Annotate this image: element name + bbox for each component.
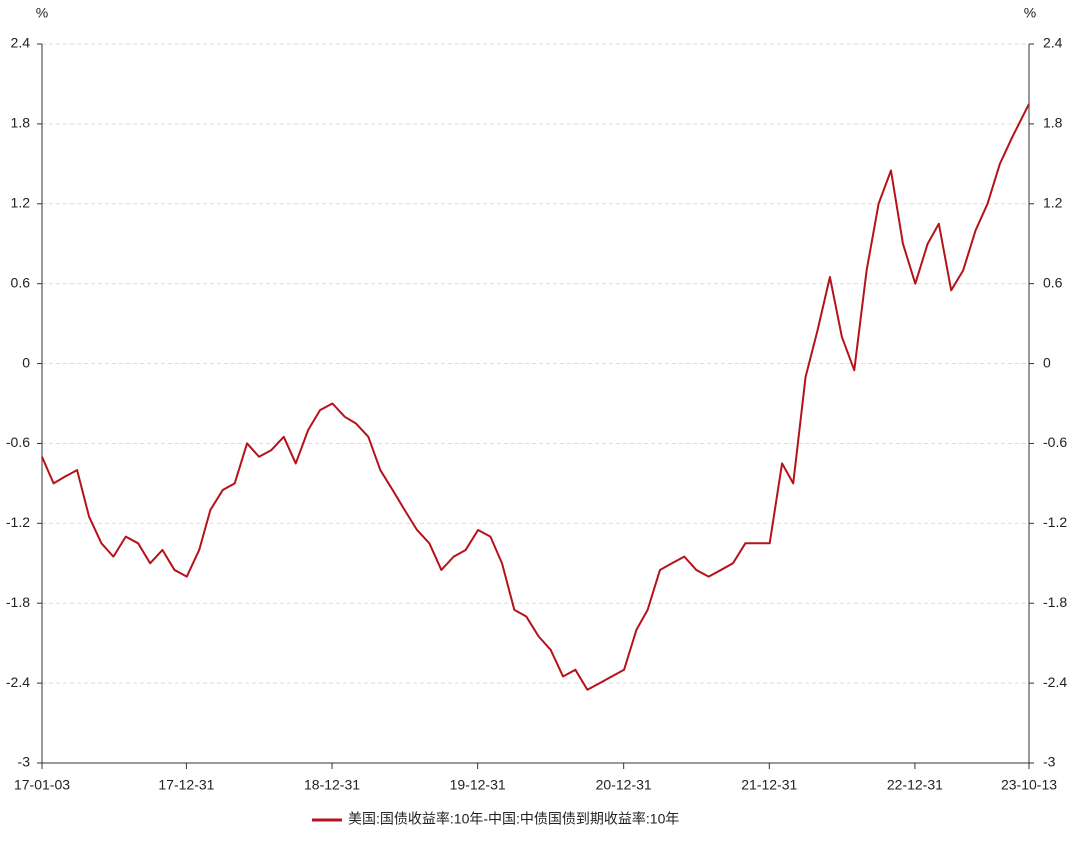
y-tick-label: -0.6 [6,434,30,450]
y2-tick-label: 1.2 [1043,194,1063,210]
x-tick-label: 23-10-13 [1001,777,1057,793]
y2-tick-label: -1.2 [1043,514,1067,530]
y2-tick-label: -2.4 [1043,674,1067,690]
legend-label: 美国:国债收益率:10年-中国:中债国债到期收益率:10年 [348,811,679,827]
x-tick-label: 18-12-31 [304,777,360,793]
x-tick-label: 21-12-31 [741,777,797,793]
y2-tick-label: 0 [1043,354,1051,370]
y-tick-label: -1.2 [6,514,30,530]
x-tick-label: 20-12-31 [596,777,652,793]
y-tick-label: -2.4 [6,674,30,690]
y-tick-label: -3 [18,754,31,770]
x-tick-label: 17-01-03 [14,777,70,793]
y2-tick-label: -0.6 [1043,434,1067,450]
y-tick-label: 2.4 [11,35,31,51]
y-tick-label: 0 [22,354,30,370]
y2-tick-label: 2.4 [1043,35,1063,51]
y2-tick-label: 1.8 [1043,115,1063,131]
y-tick-label: -1.8 [6,594,30,610]
y2-tick-label: 0.6 [1043,274,1063,290]
x-tick-label: 19-12-31 [450,777,506,793]
y-tick-label: 0.6 [11,274,31,290]
x-tick-label: 17-12-31 [158,777,214,793]
y-unit-right: % [1024,5,1036,21]
y2-tick-label: -3 [1043,754,1056,770]
y-tick-label: 1.2 [11,194,31,210]
y2-tick-label: -1.8 [1043,594,1067,610]
data-line [41,103,1030,691]
x-tick-label: 22-12-31 [887,777,943,793]
y-unit-left: % [36,5,48,21]
y-tick-label: 1.8 [11,115,31,131]
